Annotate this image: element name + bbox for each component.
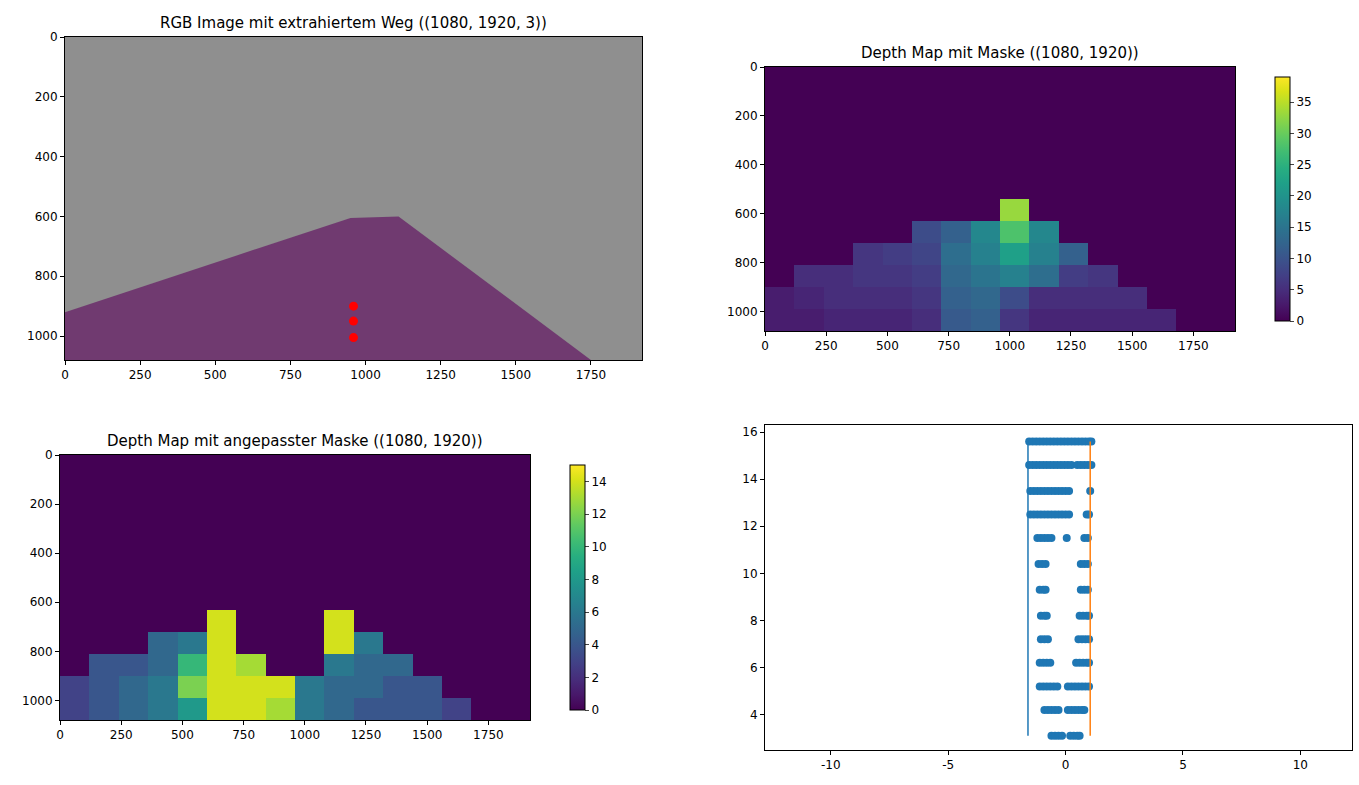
svg-text:1500: 1500 [412,728,443,742]
svg-text:400: 400 [35,150,58,164]
svg-text:0: 0 [761,339,769,353]
svg-text:200: 200 [30,497,53,511]
svg-text:500: 500 [876,339,899,353]
svg-text:400: 400 [30,546,53,560]
svg-text:0: 0 [591,703,599,717]
svg-text:1250: 1250 [1056,339,1087,353]
svg-text:2: 2 [591,671,599,685]
svg-text:35: 35 [1296,95,1311,109]
svg-text:1250: 1250 [425,368,456,382]
svg-text:750: 750 [937,339,960,353]
svg-text:250: 250 [129,368,152,382]
svg-text:1000: 1000 [27,329,58,343]
svg-text:14: 14 [591,475,606,489]
svg-text:200: 200 [735,109,758,123]
svg-text:500: 500 [171,728,194,742]
svg-text:400: 400 [735,158,758,172]
svg-text:800: 800 [35,269,58,283]
svg-text:30: 30 [1296,127,1311,141]
svg-text:4: 4 [750,708,758,722]
svg-text:0: 0 [50,30,58,44]
svg-text:25: 25 [1296,158,1311,172]
svg-text:10: 10 [1296,252,1311,266]
svg-text:750: 750 [232,728,255,742]
svg-text:10: 10 [591,540,606,554]
svg-text:0: 0 [1062,758,1070,772]
svg-text:0: 0 [45,448,53,462]
svg-text:600: 600 [735,207,758,221]
svg-text:Depth Map mit angepasster Mask: Depth Map mit angepasster Maske ((1080, … [107,432,483,450]
svg-text:8: 8 [750,614,758,628]
svg-text:Depth Map mit Maske ((1080, 19: Depth Map mit Maske ((1080, 1920)) [861,44,1139,62]
svg-text:-5: -5 [942,758,954,772]
svg-text:800: 800 [735,256,758,270]
svg-text:250: 250 [110,728,133,742]
svg-text:0: 0 [61,368,69,382]
svg-text:12: 12 [591,507,606,521]
svg-text:1750: 1750 [1178,339,1209,353]
svg-text:1500: 1500 [1117,339,1148,353]
svg-text:1000: 1000 [22,694,53,708]
svg-text:1000: 1000 [727,305,758,319]
svg-text:-10: -10 [821,758,841,772]
svg-text:0: 0 [750,60,758,74]
svg-text:20: 20 [1296,189,1311,203]
svg-text:1000: 1000 [995,339,1026,353]
svg-text:1000: 1000 [290,728,321,742]
svg-text:250: 250 [815,339,838,353]
svg-text:0: 0 [1296,314,1304,328]
svg-text:1750: 1750 [473,728,504,742]
svg-text:10: 10 [742,567,757,581]
svg-text:750: 750 [279,368,302,382]
svg-text:0: 0 [56,728,64,742]
svg-text:10: 10 [1293,758,1308,772]
svg-text:600: 600 [35,210,58,224]
svg-text:600: 600 [30,595,53,609]
svg-text:14: 14 [742,472,757,486]
svg-text:800: 800 [30,645,53,659]
svg-text:200: 200 [35,90,58,104]
svg-text:1500: 1500 [501,368,532,382]
svg-text:500: 500 [204,368,227,382]
svg-text:1250: 1250 [351,728,382,742]
svg-text:6: 6 [750,661,758,675]
svg-text:1000: 1000 [350,368,381,382]
svg-text:5: 5 [1296,283,1304,297]
svg-text:8: 8 [591,573,599,587]
svg-text:15: 15 [1296,220,1311,234]
svg-text:1750: 1750 [576,368,607,382]
svg-text:16: 16 [742,425,757,439]
svg-text:6: 6 [591,605,599,619]
svg-text:5: 5 [1179,758,1187,772]
svg-text:RGB Image mit extrahiertem Weg: RGB Image mit extrahiertem Weg ((1080, 1… [160,14,547,32]
svg-text:12: 12 [742,519,757,533]
svg-text:4: 4 [591,638,599,652]
